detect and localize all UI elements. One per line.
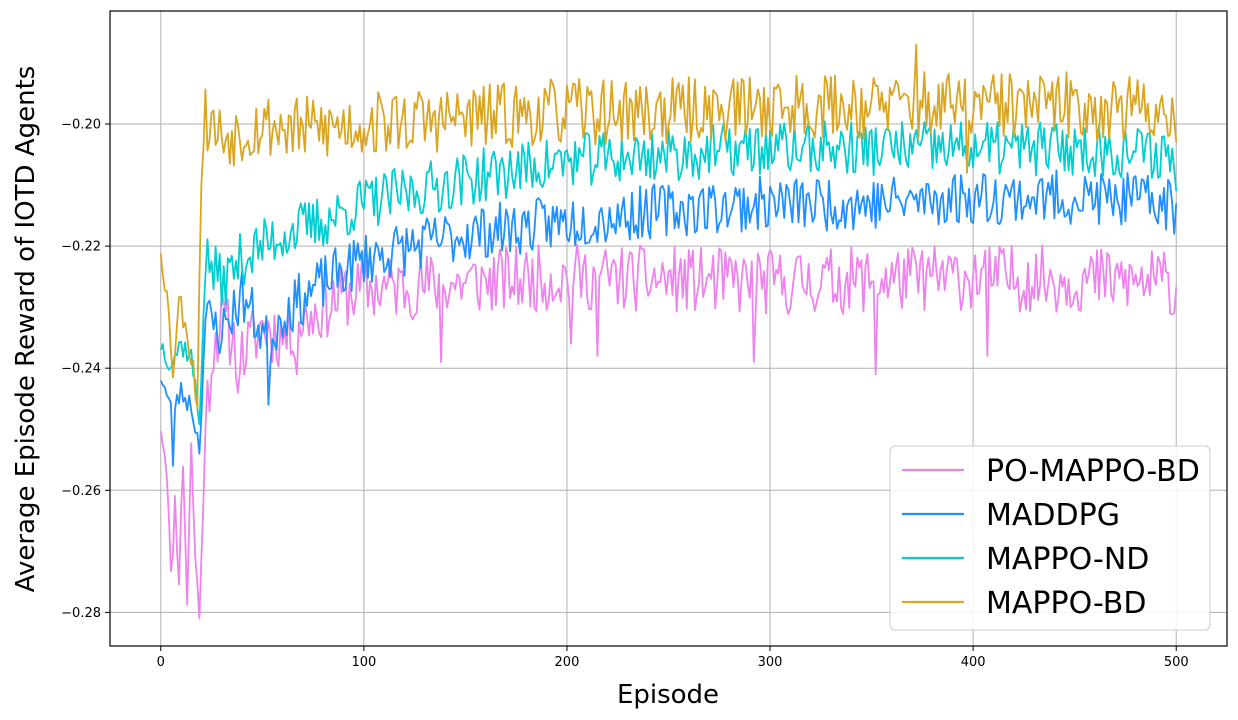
y-tick-label: −0.26 [61,484,101,499]
x-tick-label: 300 [758,655,783,670]
series-line [159,43,1178,409]
plot-frame [109,10,1228,647]
x-tick-label: 200 [555,655,580,670]
x-axis: 0 100 200 300 400 500 [157,646,1189,670]
series-line [159,243,1178,620]
legend-label: MAPPO-ND [986,542,1149,577]
y-axis-label: Average Episode Reward of IOTD Agents [11,66,41,593]
series-lines [159,43,1178,620]
legend-label: MADDPG [986,498,1120,533]
x-tick-label: 100 [351,655,376,670]
legend-label: PO-MAPPO-BD [986,454,1200,489]
legend: PO-MAPPO-BD MADDPG MAPPO-ND MAPPO-BD [889,445,1211,631]
x-axis-label: Episode [617,680,719,710]
x-tick-label: 0 [157,655,165,670]
series-line [159,169,1178,467]
legend-box [889,445,1211,631]
y-tick-label: −0.24 [61,362,101,377]
legend-label: MAPPO-BD [986,586,1146,621]
x-tick-label: 400 [961,655,986,670]
y-axis: −0.28 −0.26 −0.24 −0.22 −0.20 [61,117,110,621]
y-tick-label: −0.28 [61,606,101,621]
y-tick-label: −0.22 [61,240,101,255]
y-tick-label: −0.20 [61,117,101,132]
x-tick-label: 500 [1164,655,1189,670]
